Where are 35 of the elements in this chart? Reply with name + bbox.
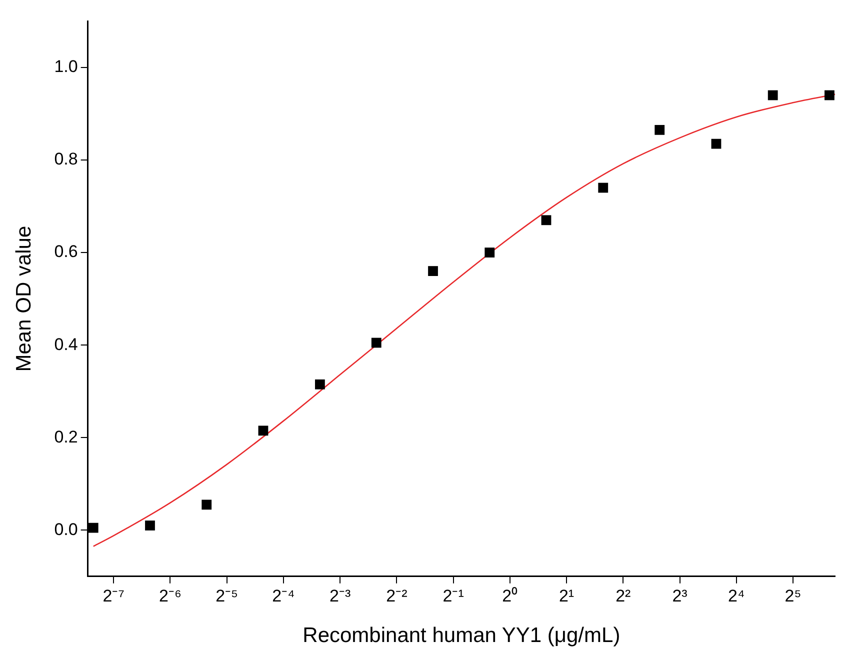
y-tick-label: 1.0 [54, 57, 78, 76]
point [314, 379, 325, 390]
x-tick-label: 2⁻⁵ [216, 586, 238, 606]
x-tick-label: 2² [616, 586, 632, 606]
point [202, 500, 212, 510]
point [145, 520, 155, 530]
point [428, 266, 438, 276]
x-tick-label: 2⁻¹ [442, 586, 464, 606]
x-tick-label: 2⁻⁶ [158, 586, 182, 606]
y-tick-label: 0.8 [54, 150, 78, 169]
x-tick-label: 2⁻⁷ [102, 586, 124, 606]
x-tick-label: 2¹ [558, 586, 574, 606]
point [824, 90, 834, 100]
x-tick-label: 2⁰ [502, 586, 518, 606]
y-tick-label: 0.6 [54, 242, 78, 262]
point [484, 248, 495, 258]
x-tick-label: 2³ [672, 586, 688, 606]
y-tick-label: 0.2 [54, 427, 78, 446]
x-tick-label: 2⁻² [386, 586, 408, 606]
x-tick-label: 2⁻⁴ [272, 586, 295, 606]
point [258, 426, 268, 436]
point [88, 522, 98, 533]
point [541, 215, 552, 226]
point [654, 124, 665, 135]
y-tick-label: 0.4 [54, 334, 78, 354]
point [371, 338, 382, 348]
x-tick-label: 2⁴ [728, 586, 745, 606]
x-axis-title: Recombinant human YY1 (μg/mL) [302, 624, 620, 648]
y-axis-title: Mean OD value [12, 226, 36, 372]
y-tick-label: 0.0 [54, 520, 78, 539]
point [768, 90, 778, 100]
x-tick-label: 2⁵ [784, 586, 802, 606]
point [598, 182, 608, 193]
point [711, 138, 722, 149]
x-tick-label: 2⁻³ [330, 586, 351, 606]
